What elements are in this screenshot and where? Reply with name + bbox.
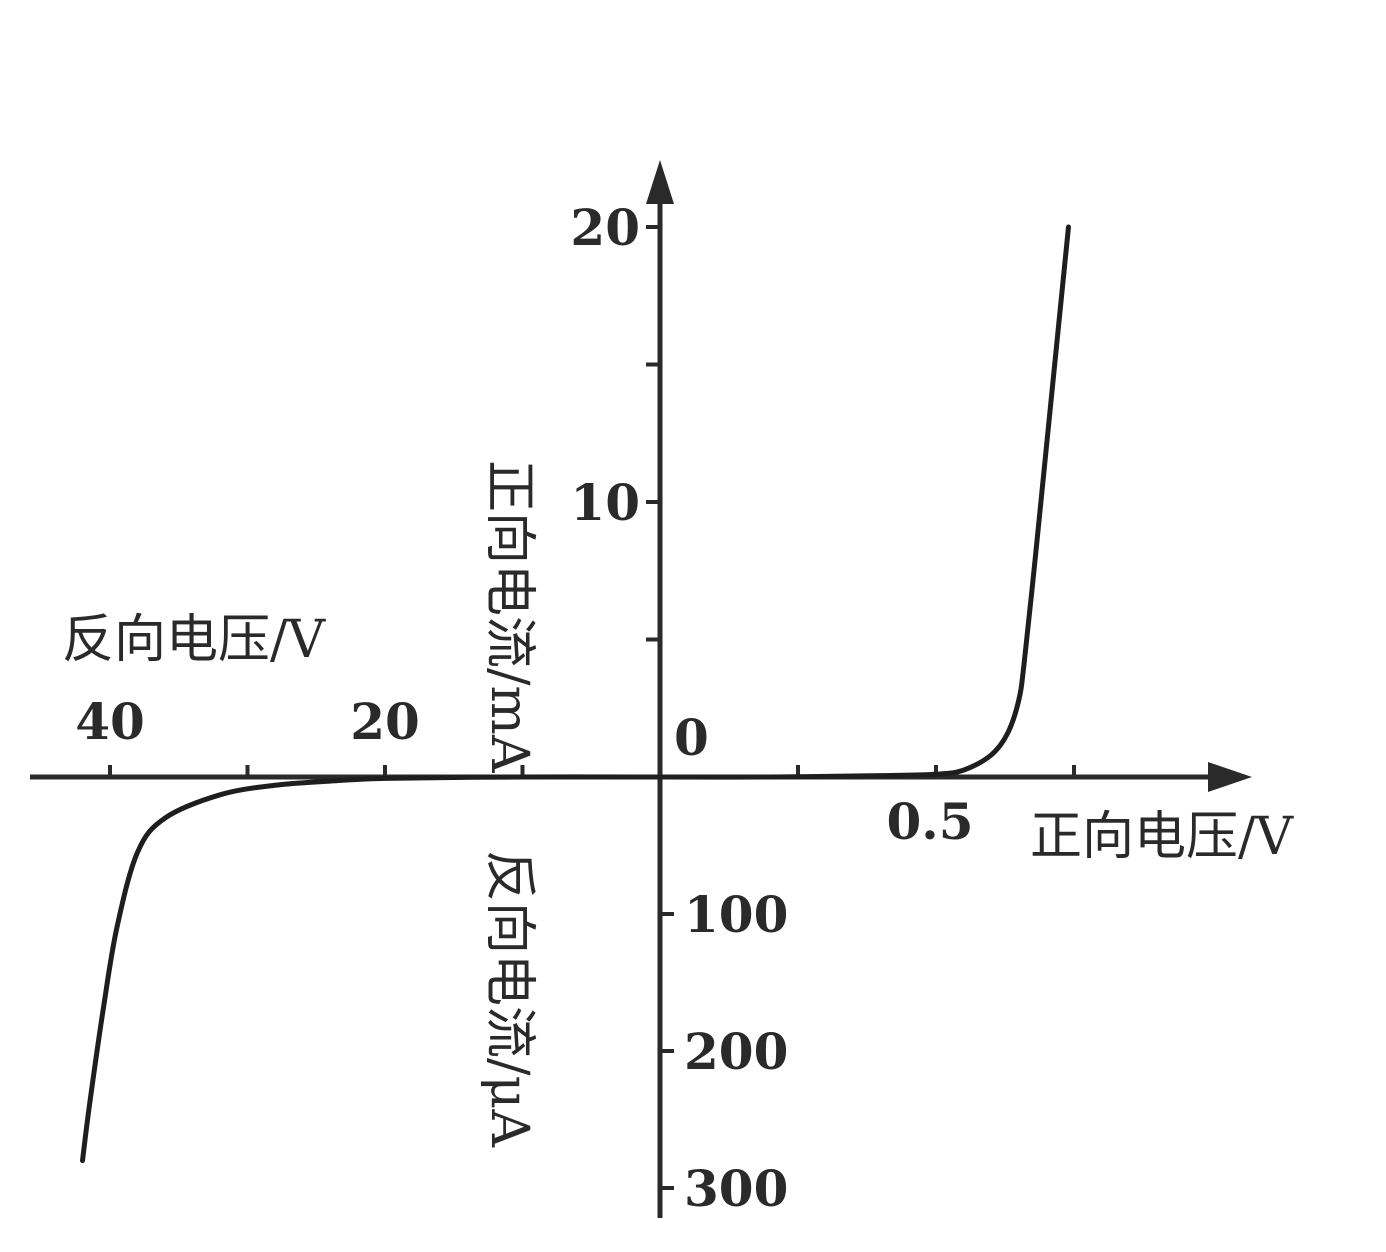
tick-labels: 0 0.5 40 20 10 20 100 200 300 — [75, 198, 973, 1218]
y-tick-label-reverse: 100 — [684, 885, 788, 944]
forward-voltage-title: 正向电压/V — [1030, 807, 1295, 867]
x-axis-arrow — [1208, 762, 1252, 792]
x-tick-label-reverse: 20 — [350, 692, 420, 751]
x-tick-label-reverse: 40 — [75, 692, 145, 751]
forward-curve — [657, 224, 1071, 780]
curves — [80, 224, 1071, 1164]
y-tick-label-forward: 10 — [570, 473, 640, 532]
x-tick-label-forward: 0.5 — [887, 792, 974, 851]
y-axis-arrow — [646, 160, 674, 204]
tick-marks — [108, 225, 1076, 1190]
reverse-current-title: 反向电流/μA — [479, 850, 539, 1148]
y-tick-label-reverse: 200 — [684, 1022, 788, 1081]
reverse-curve — [80, 774, 663, 1164]
origin-label: 0 — [674, 708, 709, 767]
reverse-voltage-title: 反向电压/V — [62, 610, 327, 670]
y-tick-label-forward: 20 — [570, 198, 640, 257]
forward-current-title: 正向电流/mA — [479, 460, 539, 774]
y-tick-label-reverse: 300 — [684, 1159, 788, 1218]
